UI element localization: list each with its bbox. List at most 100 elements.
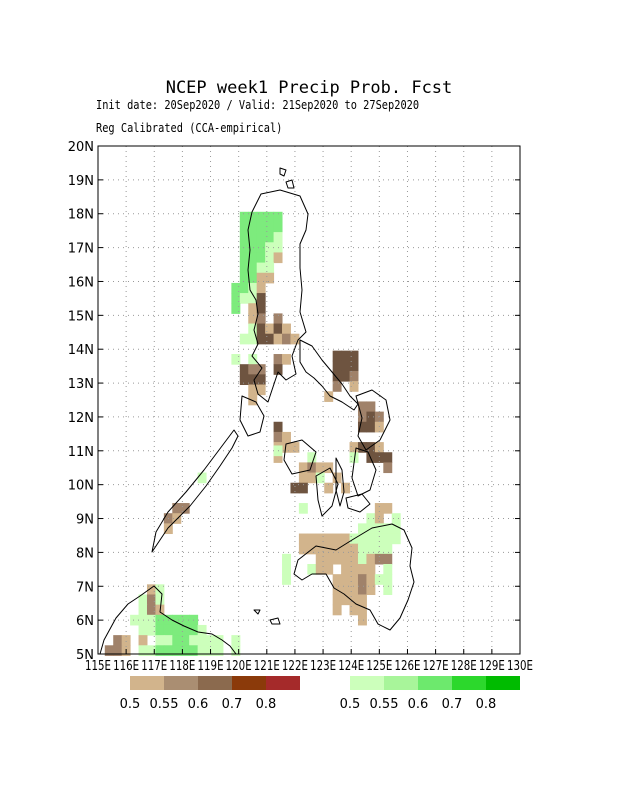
probability-cell bbox=[357, 594, 367, 606]
probability-cell bbox=[256, 211, 266, 223]
probability-cell bbox=[315, 564, 325, 575]
probability-cell bbox=[163, 635, 173, 646]
probability-cell bbox=[248, 384, 258, 396]
probability-cell bbox=[374, 513, 384, 524]
lon-label: 115E bbox=[85, 659, 111, 674]
lon-label: 120E bbox=[226, 659, 252, 674]
probability-cell bbox=[332, 574, 342, 585]
lat-label: 19N bbox=[68, 174, 94, 189]
probability-cell bbox=[366, 513, 376, 524]
probability-cell bbox=[104, 645, 114, 656]
probability-cell bbox=[256, 384, 266, 396]
probability-cell bbox=[349, 360, 359, 372]
probability-cell bbox=[357, 553, 367, 565]
probability-cell bbox=[256, 293, 266, 304]
probability-cell bbox=[273, 333, 283, 345]
probability-cell bbox=[273, 354, 283, 365]
probability-cell bbox=[357, 411, 367, 423]
probability-cell bbox=[341, 584, 351, 595]
probability-cell bbox=[256, 252, 266, 264]
probability-cell bbox=[273, 421, 283, 433]
probability-cell bbox=[256, 374, 266, 386]
lon-label: 123E bbox=[310, 659, 336, 674]
probability-cell bbox=[349, 381, 359, 392]
probability-cell bbox=[248, 313, 258, 325]
coastline-bicol bbox=[299, 339, 359, 411]
probability-cell bbox=[180, 624, 190, 636]
probability-cell bbox=[341, 574, 351, 585]
probability-cell bbox=[146, 604, 156, 616]
probability-cell bbox=[273, 364, 283, 375]
probability-cell bbox=[265, 272, 275, 284]
probability-cell bbox=[172, 645, 182, 656]
probability-cell bbox=[273, 221, 283, 233]
probability-cell bbox=[341, 482, 351, 494]
probability-cell bbox=[290, 333, 300, 345]
probability-cell bbox=[189, 645, 199, 656]
probability-cell bbox=[366, 421, 376, 433]
probability-cell bbox=[256, 242, 266, 253]
subtitle-method: Reg Calibrated (CCA-empirical) bbox=[96, 121, 283, 135]
legend-label: 0.8 bbox=[256, 697, 277, 712]
probability-cell bbox=[366, 401, 376, 413]
probability-cell bbox=[357, 523, 367, 535]
probability-cell bbox=[265, 262, 275, 274]
probability-cell bbox=[206, 635, 216, 646]
legend-swatch bbox=[384, 676, 418, 690]
probability-cell bbox=[366, 543, 376, 555]
probability-cell bbox=[332, 360, 342, 372]
probability-cell bbox=[332, 533, 342, 545]
probability-cell bbox=[256, 262, 266, 274]
probability-cell bbox=[366, 574, 376, 585]
probability-cell bbox=[180, 635, 190, 646]
probability-cell bbox=[163, 624, 173, 636]
coastline-leyte bbox=[351, 447, 377, 497]
coastline-mindoro bbox=[239, 395, 265, 437]
lat-label: 7N bbox=[76, 580, 94, 595]
lat-label: 10N bbox=[68, 479, 94, 494]
probability-cell bbox=[248, 394, 258, 406]
lon-label: 125E bbox=[366, 659, 392, 674]
probability-cell bbox=[256, 323, 266, 335]
probability-cell bbox=[282, 564, 291, 575]
probability-cell bbox=[256, 221, 266, 233]
probability-cell bbox=[138, 594, 148, 606]
probability-cell bbox=[146, 614, 156, 626]
probability-cell bbox=[172, 624, 182, 636]
probability-cell bbox=[383, 462, 393, 474]
probability-cell bbox=[138, 645, 148, 656]
probability-cell bbox=[273, 232, 283, 243]
probability-cell bbox=[357, 584, 367, 595]
probability-cell bbox=[366, 553, 376, 565]
probability-cell bbox=[341, 553, 351, 565]
probability-cell bbox=[256, 333, 266, 345]
probability-cell bbox=[248, 221, 258, 233]
probability-cell bbox=[383, 553, 393, 565]
probability-cell bbox=[332, 350, 342, 362]
probability-cell bbox=[298, 503, 308, 514]
probability-cell bbox=[332, 553, 342, 565]
probability-cell bbox=[341, 594, 351, 606]
probability-cell bbox=[332, 472, 342, 484]
probability-cell bbox=[265, 252, 275, 264]
probability-cell bbox=[248, 282, 258, 294]
probability-cell bbox=[315, 543, 325, 555]
legend-label: 0.7 bbox=[442, 697, 463, 712]
probability-cell bbox=[197, 624, 207, 636]
probability-cell bbox=[349, 604, 359, 616]
probability-cell bbox=[155, 624, 165, 636]
probability-cell bbox=[256, 313, 266, 325]
probability-cell bbox=[315, 553, 325, 565]
probability-cell bbox=[239, 293, 249, 304]
probability-cell bbox=[383, 543, 393, 555]
probability-cell bbox=[341, 350, 351, 362]
probability-cell bbox=[273, 452, 283, 463]
probability-cell bbox=[239, 374, 249, 386]
probability-cell bbox=[349, 584, 359, 595]
legend-label: 0.5 bbox=[340, 697, 361, 712]
probability-cell bbox=[290, 482, 300, 494]
probability-cell bbox=[256, 272, 266, 284]
probability-cell bbox=[298, 462, 308, 474]
probability-cell bbox=[265, 211, 275, 223]
probability-cell bbox=[315, 533, 325, 545]
